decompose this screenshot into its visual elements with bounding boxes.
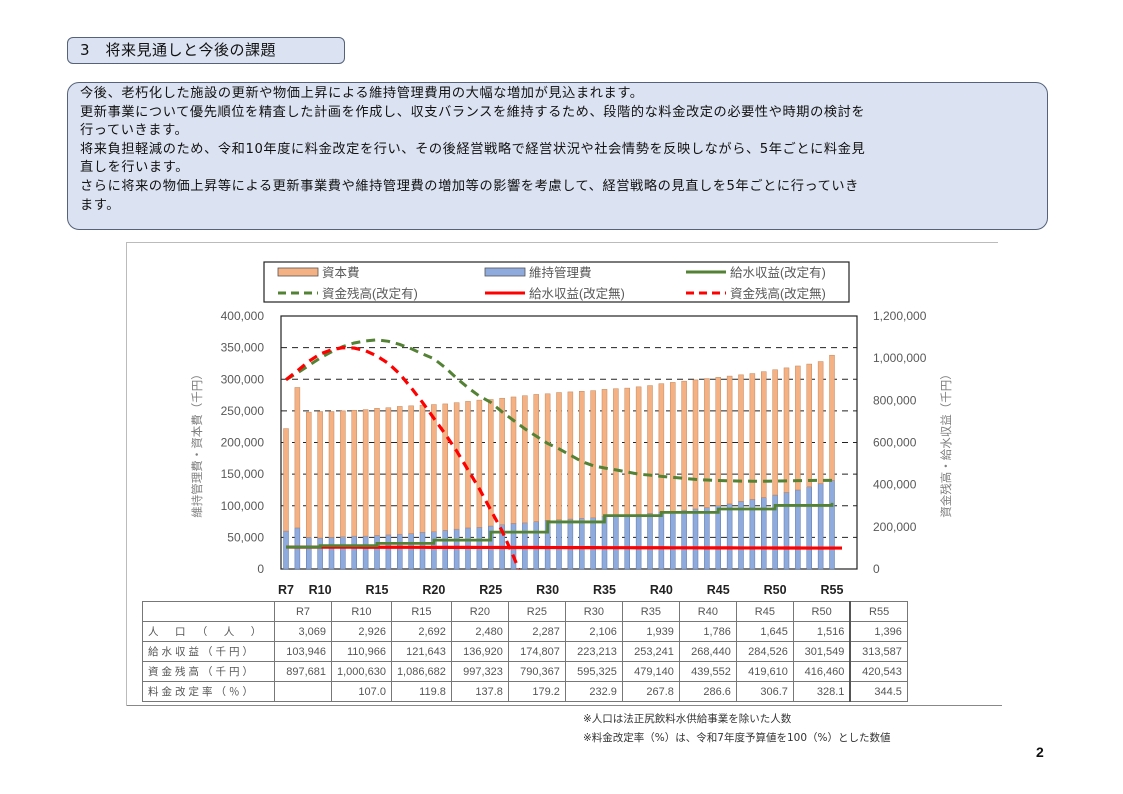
table-cell: 107.0 [331,681,392,702]
table-cell: 313,587 [849,641,908,662]
table-header-row: R7 R10 R15 R20 R25 R30 R35 R40 R45 R50 R55 [142,601,908,622]
table-column-header: R20 [450,601,509,622]
table-column-header: R10 [331,601,392,622]
table-row-label: 料金改定率（％） [142,681,275,702]
table-cell: 232.9 [564,681,623,702]
note-population: ※人口は法正尻飲料水供給事業を除いた人数 [583,713,792,725]
table-column-header: R45 [735,601,794,622]
table-cell: 2,692 [390,621,452,642]
table-cell: 344.5 [849,681,908,702]
table-row: 給水収益（千円） 103,946 110,966 121,643 136,920 174,… [142,641,908,662]
table-cell: 121,643 [390,641,452,662]
table-row: 人 口 （ 人 ） 3,069 2,926 2,692 2,480 2,287 2,106 1… [142,621,908,642]
table-cell: 2,480 [450,621,509,642]
table-cell: 1,086,682 [390,661,452,682]
summary-line: 直しを行います。 [80,160,189,176]
table-cell: 2,287 [507,621,566,642]
table-cell: 267.8 [621,681,680,702]
table-column-header: R7 [274,601,332,622]
table-cell: 253,241 [621,641,680,662]
table-cell: 420,543 [849,661,908,682]
summary-line: 将来負担軽減のため、令和10年度に料金改定を行い、その後経営戦略で経営状況や社会… [80,141,866,157]
table-column-header: R25 [507,601,566,622]
table-cell: 479,140 [621,661,680,682]
projection-table: R7 R10 R15 R20 R25 R30 R35 R40 R45 R50 R55 人 口 （ 人 … [142,601,908,702]
table-cell: 1,786 [678,621,737,642]
table-row-label: 給水収益（千円） [142,641,275,662]
table-cell [274,681,332,702]
summary-line: さらに将来の物価上昇等による更新事業費や維持管理費の増加等の影響を考慮して、経営… [80,178,859,194]
table-row: 資金残高（千円） 897,681 1,000,630 1,086,682 997,323… [142,661,908,682]
table-column-header: R55 [849,601,908,622]
table-column-header: R50 [792,601,852,622]
table-cell: 595,325 [564,661,623,682]
table-cell: 790,367 [507,661,566,682]
summary-line: 行っていきます。 [80,123,189,139]
table-cell: 268,440 [678,641,737,662]
table-cell: 179.2 [507,681,566,702]
table-cell: 1,939 [621,621,680,642]
table-cell: 1,000,630 [331,661,392,682]
summary-line: 更新事業について優先順位を精査した計画を作成し、収支バランスを維持するため、段階… [80,104,866,120]
summary-line: ます。 [80,197,121,213]
table-cell: 1,396 [849,621,908,642]
table-row-label: 人 口 （ 人 ） [142,621,275,642]
table-cell: 419,610 [735,661,794,682]
table-cell: 416,460 [792,661,852,682]
table-cell: 119.8 [390,681,452,702]
table-cell: 301,549 [792,641,852,662]
table-column-header: R40 [678,601,737,622]
table-cell: 284,526 [735,641,794,662]
table-cell: 286.6 [678,681,737,702]
table-cell: 1,516 [792,621,852,642]
page-number: 2 [1036,744,1044,760]
table-cell: 328.1 [792,681,852,702]
table-cell: 2,106 [564,621,623,642]
note-rate: ※料金改定率（%）は、令和7年度予算値を100（%）とした数値 [583,732,891,744]
table-cell: 997,323 [450,661,509,682]
table-column-header: R30 [564,601,623,622]
summary-box: 今後、老朽化した施設の更新や物価上昇による維持管理費用の大幅な増加が見込まれます… [67,82,1048,230]
table-cell: 897,681 [274,661,332,682]
table-cell: 223,213 [564,641,623,662]
table-column-header: R15 [390,601,452,622]
table-row: 料金改定率（％） 107.0 119.8 137.8 179.2 232.9 267.8 28… [142,681,908,702]
table-cell: 103,946 [274,641,332,662]
table-cell: 110,966 [331,641,392,662]
table-cell: 306.7 [735,681,794,702]
table-cell: 136,920 [450,641,509,662]
table-cell: 1,645 [735,621,794,642]
table-cell: 439,552 [678,661,737,682]
table-row-label: 資金残高（千円） [142,661,275,682]
frame-bottom-line [127,705,1002,706]
table-cell: 174,807 [507,641,566,662]
table-corner-cell [142,601,275,622]
table-cell: 3,069 [274,621,332,642]
table-column-header: R35 [621,601,680,622]
table-cell: 137.8 [450,681,509,702]
table-cell: 2,926 [331,621,392,642]
summary-line: 今後、老朽化した施設の更新や物価上昇による維持管理費用の大幅な増加が見込まれます… [80,86,644,101]
section-title: 3 将来見通しと今後の課題 [67,37,345,64]
